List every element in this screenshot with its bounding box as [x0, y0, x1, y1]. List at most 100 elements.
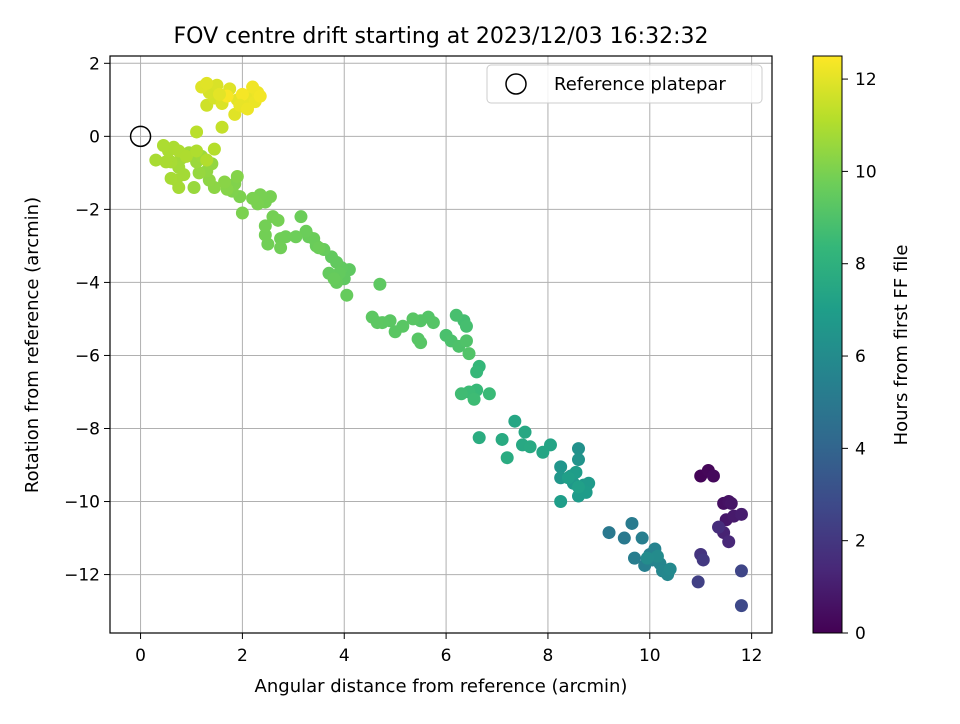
y-tick-label: −12: [64, 566, 100, 586]
x-tick-label: 6: [441, 646, 452, 666]
y-tick-label: −8: [75, 419, 100, 439]
scatter-point: [459, 334, 473, 348]
scatter-point: [240, 102, 254, 116]
y-tick-label: 2: [89, 54, 100, 74]
scatter-point: [299, 224, 313, 238]
scatter-point: [663, 562, 677, 576]
scatter-point: [258, 219, 272, 233]
colorbar-tick-label: 4: [855, 439, 866, 459]
y-tick-label: −2: [75, 200, 100, 220]
scatter-point: [500, 451, 514, 465]
scatter-point: [722, 535, 736, 549]
scatter-point: [561, 471, 575, 485]
scatter-point: [246, 191, 260, 205]
scatter-point: [156, 138, 170, 152]
colorbar-tick-label: 8: [855, 255, 866, 275]
scatter-point: [470, 365, 484, 379]
reference-marker: [129, 125, 152, 148]
scatter-point: [149, 153, 163, 167]
scatter-point: [190, 125, 204, 139]
x-tick-label: 12: [741, 646, 763, 666]
scatter-point: [628, 551, 642, 565]
scatter-point: [212, 87, 226, 101]
scatter-point: [192, 166, 206, 180]
colorbar-gradient: [812, 55, 843, 634]
scatter-point: [536, 445, 550, 459]
scatter-point: [187, 180, 201, 194]
x-tick-label: 8: [543, 646, 554, 666]
scatter-point: [406, 312, 420, 326]
scatter-point: [274, 232, 288, 246]
scatter-point: [482, 387, 496, 401]
scatter-point: [327, 272, 341, 286]
scatter-point: [271, 213, 285, 227]
colorbar-tick-label: 12: [855, 70, 877, 90]
scatter-point: [724, 496, 738, 510]
scatter-point: [571, 480, 585, 494]
scatter-point: [602, 526, 616, 540]
scatter-point: [571, 453, 585, 467]
scatter-point: [172, 180, 186, 194]
scatter-point: [235, 206, 249, 220]
scatter-points: [149, 76, 748, 613]
scatter-point: [734, 564, 748, 578]
scatter-point: [200, 76, 214, 90]
scatter-point: [426, 316, 440, 330]
scatter-point: [650, 549, 664, 563]
scatter-point: [712, 520, 726, 534]
x-tick-label: 2: [237, 646, 248, 666]
plot-frame: [109, 55, 773, 634]
colorbar-ticks: 0 2 4 6 8 10 12: [842, 70, 877, 644]
legend-box: [486, 64, 763, 104]
colorbar-tick-label: 6: [855, 347, 866, 367]
scatter-point: [370, 316, 384, 330]
scatter-point: [190, 144, 204, 158]
scatter-point: [200, 153, 214, 167]
scatter-point: [640, 551, 654, 565]
scatter-point: [696, 553, 710, 567]
scatter-point: [263, 190, 277, 204]
scatter-point: [294, 210, 308, 224]
scatter-point: [340, 288, 354, 302]
scatter-point: [164, 171, 178, 185]
x-axis-label: Angular distance from reference (arcmin): [255, 676, 628, 697]
legend-reference-marker: [505, 73, 527, 95]
scatter-point: [523, 440, 537, 454]
scatter-point: [554, 495, 568, 509]
scatter-point: [734, 507, 748, 521]
scatter-point: [518, 425, 532, 439]
colorbar-tick-label: 10: [855, 162, 877, 182]
scatter-point: [312, 241, 326, 255]
scatter-point: [734, 599, 748, 613]
scatter-point: [258, 228, 272, 242]
scatter-point: [571, 442, 585, 456]
y-axis-ticks: −12 −10 −8 −6 −4 −2 0 2: [64, 54, 110, 586]
scatter-point: [373, 277, 387, 291]
scatter-point: [706, 469, 720, 483]
scatter-point: [617, 531, 631, 545]
x-tick-label: 0: [135, 646, 146, 666]
y-tick-label: 0: [89, 127, 100, 147]
scatter-point: [691, 575, 705, 589]
colorbar-tick-label: 2: [855, 532, 866, 552]
scatter-point: [230, 170, 244, 184]
scatter-point: [508, 414, 522, 428]
legend-reference-label: Reference platepar: [554, 74, 726, 95]
legend: Reference platepar: [486, 64, 763, 104]
scatter-point: [207, 142, 221, 156]
scatter-point: [454, 387, 468, 401]
scatter-point: [215, 120, 229, 134]
scatter-point: [235, 87, 249, 101]
scatter-point: [246, 80, 260, 94]
scatter-point: [159, 155, 173, 169]
scatter-point: [289, 230, 303, 244]
scatter-point: [625, 516, 639, 530]
colorbar: 0 2 4 6 8 10 12 Hours from first FF file: [812, 55, 912, 644]
scatter-point: [179, 149, 193, 163]
scatter-point: [253, 89, 267, 103]
x-tick-label: 10: [639, 646, 661, 666]
scatter-point: [495, 432, 509, 446]
scatter-point: [388, 325, 402, 339]
chart-title: FOV centre drift starting at 2023/12/03 …: [174, 24, 709, 49]
